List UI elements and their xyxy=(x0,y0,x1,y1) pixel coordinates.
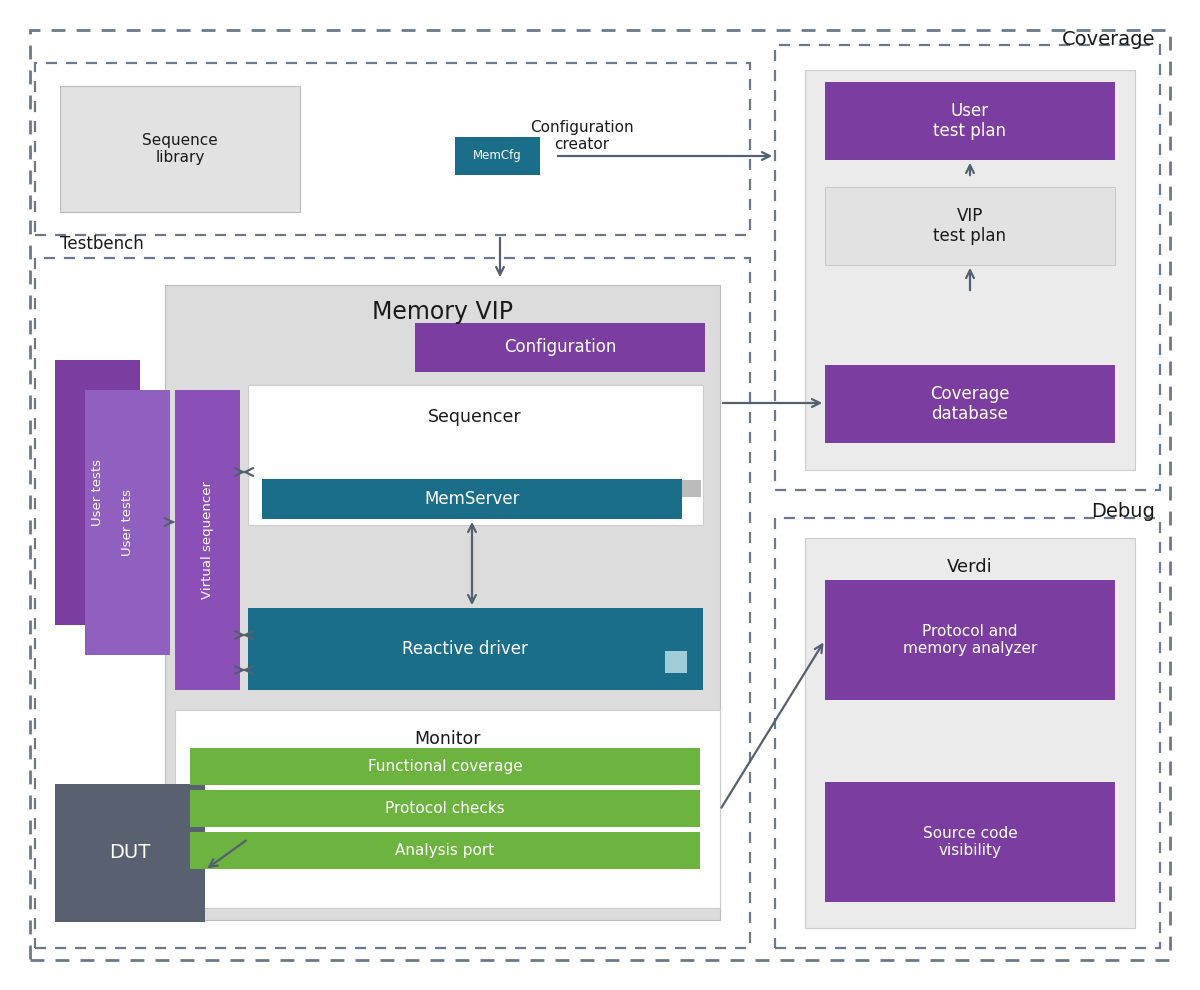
FancyBboxPatch shape xyxy=(442,480,461,497)
Text: User tests: User tests xyxy=(121,489,134,556)
FancyBboxPatch shape xyxy=(382,480,401,497)
FancyBboxPatch shape xyxy=(175,710,720,908)
FancyBboxPatch shape xyxy=(322,480,341,497)
Text: Coverage
database: Coverage database xyxy=(930,384,1009,424)
Text: VIP
test plan: VIP test plan xyxy=(934,207,1007,246)
FancyBboxPatch shape xyxy=(55,784,205,922)
Text: Virtual sequencer: Virtual sequencer xyxy=(202,481,214,599)
Text: Monitor: Monitor xyxy=(414,730,480,748)
FancyBboxPatch shape xyxy=(826,580,1115,700)
FancyBboxPatch shape xyxy=(665,651,686,673)
Text: Verdi: Verdi xyxy=(947,558,992,576)
Text: Protocol and
memory analyzer: Protocol and memory analyzer xyxy=(902,624,1037,656)
Text: Reactive driver: Reactive driver xyxy=(402,640,528,658)
FancyBboxPatch shape xyxy=(248,608,703,690)
FancyBboxPatch shape xyxy=(262,479,682,519)
FancyBboxPatch shape xyxy=(455,137,540,175)
Text: Source code
visibility: Source code visibility xyxy=(923,826,1018,858)
FancyBboxPatch shape xyxy=(352,480,371,497)
Text: Configuration
creator: Configuration creator xyxy=(530,120,634,152)
Text: MemCfg: MemCfg xyxy=(473,149,522,162)
FancyBboxPatch shape xyxy=(562,480,581,497)
Text: User tests: User tests xyxy=(91,459,104,526)
FancyBboxPatch shape xyxy=(502,480,521,497)
FancyBboxPatch shape xyxy=(652,480,671,497)
FancyBboxPatch shape xyxy=(592,480,611,497)
FancyBboxPatch shape xyxy=(826,782,1115,902)
FancyBboxPatch shape xyxy=(166,285,720,920)
FancyBboxPatch shape xyxy=(472,480,491,497)
Text: Protocol checks: Protocol checks xyxy=(385,801,505,816)
FancyBboxPatch shape xyxy=(292,480,311,497)
FancyBboxPatch shape xyxy=(55,360,140,625)
FancyBboxPatch shape xyxy=(60,86,300,212)
FancyBboxPatch shape xyxy=(412,480,431,497)
FancyBboxPatch shape xyxy=(248,385,703,525)
Text: Memory VIP: Memory VIP xyxy=(372,300,512,324)
Text: Sequencer: Sequencer xyxy=(428,408,522,426)
FancyBboxPatch shape xyxy=(190,832,700,869)
FancyBboxPatch shape xyxy=(682,480,701,497)
Text: DUT: DUT xyxy=(109,843,151,862)
Text: User
test plan: User test plan xyxy=(934,102,1007,141)
FancyBboxPatch shape xyxy=(415,323,706,372)
Text: Debug: Debug xyxy=(1091,502,1154,521)
FancyBboxPatch shape xyxy=(190,748,700,785)
FancyBboxPatch shape xyxy=(622,480,641,497)
Text: Analysis port: Analysis port xyxy=(395,843,494,858)
Text: Sequence
library: Sequence library xyxy=(142,133,218,165)
FancyBboxPatch shape xyxy=(805,70,1135,470)
FancyBboxPatch shape xyxy=(826,365,1115,443)
FancyBboxPatch shape xyxy=(175,390,240,690)
FancyBboxPatch shape xyxy=(826,82,1115,160)
Text: Testbench: Testbench xyxy=(60,235,144,253)
Text: MemServer: MemServer xyxy=(425,490,520,508)
Text: Functional coverage: Functional coverage xyxy=(367,759,522,774)
FancyBboxPatch shape xyxy=(262,480,281,497)
FancyBboxPatch shape xyxy=(532,480,551,497)
FancyBboxPatch shape xyxy=(805,538,1135,928)
FancyBboxPatch shape xyxy=(85,390,170,655)
FancyBboxPatch shape xyxy=(826,187,1115,265)
Text: Configuration: Configuration xyxy=(504,339,616,356)
FancyBboxPatch shape xyxy=(190,790,700,827)
Text: Coverage: Coverage xyxy=(1062,30,1154,49)
